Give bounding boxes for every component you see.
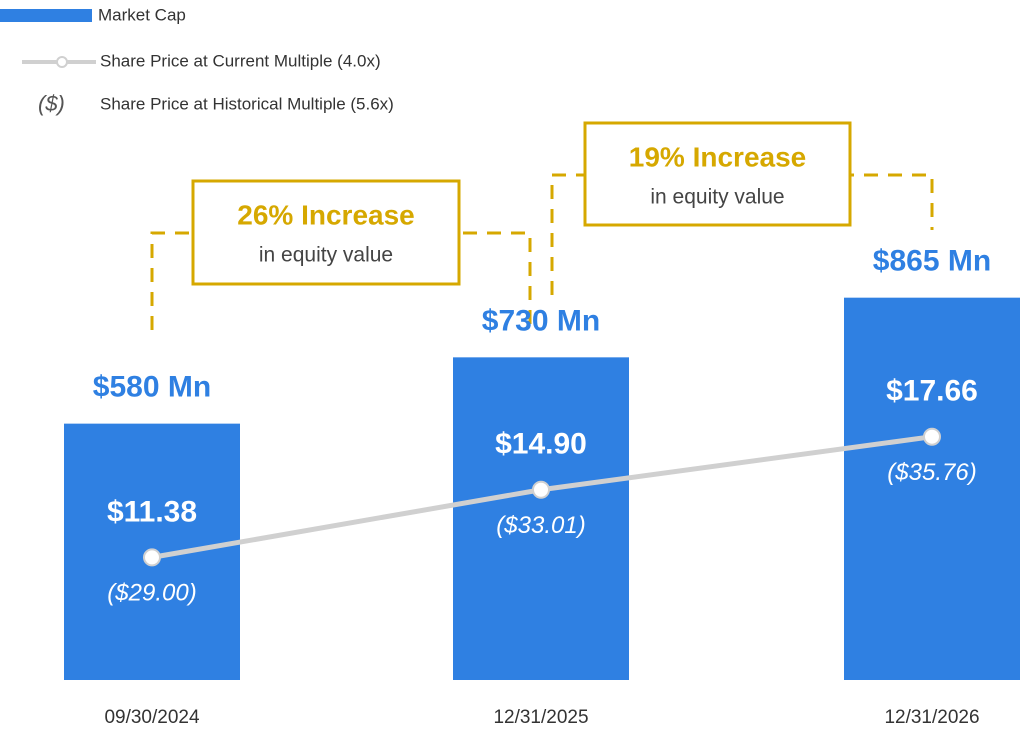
annotation-text: in equity value	[259, 244, 393, 267]
bar-value-label: $730 Mn	[482, 304, 600, 337]
line-value-label: $11.38	[107, 495, 197, 528]
historical-price-label: ($33.01)	[496, 512, 585, 539]
annotation-box	[583, 121, 852, 227]
legend-label: Market Cap	[98, 5, 186, 24]
line-marker	[532, 480, 550, 499]
bar	[453, 357, 629, 680]
legend-label: Share Price at Historical Multiple (5.6x…	[100, 94, 394, 113]
annotation-title: 26% Increase	[237, 199, 414, 230]
annotation-text: in equity value	[650, 186, 784, 209]
x-tick-label: 09/30/2024	[104, 707, 200, 728]
line-value-label: $17.66	[886, 375, 978, 408]
line-value-label: $14.90	[495, 428, 587, 461]
legend-swatch	[0, 9, 92, 22]
legend-marker	[56, 56, 68, 68]
legend-label: Share Price at Current Multiple (4.0x)	[100, 51, 381, 70]
legend-symbol: ($)	[38, 91, 65, 116]
bar	[844, 297, 1020, 680]
bar-value-label: $580 Mn	[93, 371, 211, 404]
x-tick-label: 12/31/2025	[493, 707, 588, 728]
historical-price-label: ($29.00)	[107, 580, 196, 607]
historical-price-label: ($35.76)	[887, 459, 976, 486]
line-marker	[923, 427, 941, 446]
x-tick-label: 12/31/2026	[884, 707, 979, 728]
annotation-title: 19% Increase	[629, 141, 806, 172]
annotation-bracket	[550, 173, 934, 295]
annotation-bracket	[150, 231, 532, 330]
annotation-box	[191, 179, 461, 286]
bar-value-label: $865 Mn	[873, 245, 991, 278]
line-marker	[143, 548, 161, 567]
